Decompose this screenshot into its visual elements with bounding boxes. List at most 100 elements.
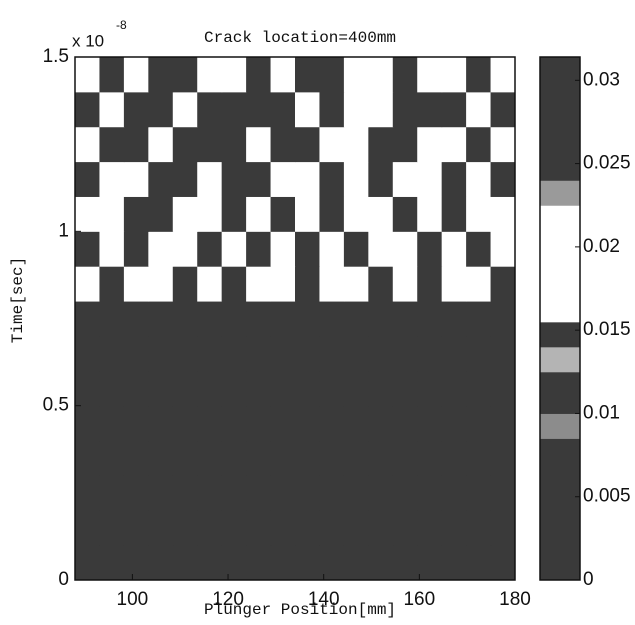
- heatmap-cell: [393, 336, 418, 371]
- heatmap-cell: [197, 371, 222, 406]
- heatmap-cell: [442, 406, 467, 441]
- heatmap-cell: [393, 231, 418, 266]
- heatmap-cell: [124, 266, 149, 301]
- heatmap-cell: [173, 336, 198, 371]
- heatmap-cell: [344, 545, 369, 580]
- heatmap-cell: [246, 371, 271, 406]
- x-tick-label: 100: [117, 589, 149, 610]
- heatmap-cell: [148, 475, 173, 510]
- heatmap-cell: [271, 545, 296, 580]
- heatmap-cell: [466, 92, 491, 127]
- heatmap-cell: [99, 406, 124, 441]
- heatmap-cell: [75, 231, 100, 266]
- heatmap-cell: [442, 336, 467, 371]
- heatmap-cell: [271, 336, 296, 371]
- heatmap-cell: [246, 127, 271, 162]
- heatmap-cell: [271, 162, 296, 197]
- heatmap-cell: [319, 127, 344, 162]
- heatmap-cell: [344, 266, 369, 301]
- heatmap-cell: [99, 441, 124, 476]
- heatmap-cell: [124, 371, 149, 406]
- heatmap-cell: [148, 441, 173, 476]
- heatmap-cell: [271, 475, 296, 510]
- heatmap-cell: [197, 231, 222, 266]
- heatmap-cell: [222, 406, 247, 441]
- heatmap-cell: [75, 406, 100, 441]
- x-tick-label: 160: [403, 589, 435, 610]
- heatmap-cell: [466, 266, 491, 301]
- heatmap-cell: [319, 301, 344, 336]
- heatmap-cell: [99, 371, 124, 406]
- y-offset-exponent: -8: [116, 18, 127, 32]
- heatmap-cell: [173, 510, 198, 545]
- heatmap-cell: [368, 441, 393, 476]
- heatmap-cell: [173, 301, 198, 336]
- heatmap-cell: [271, 57, 296, 92]
- heatmap-cell: [124, 162, 149, 197]
- heatmap-cell: [99, 510, 124, 545]
- heatmap-cell: [246, 441, 271, 476]
- heatmap-cell: [99, 127, 124, 162]
- heatmap-cell: [344, 127, 369, 162]
- heatmap-cell: [319, 336, 344, 371]
- heatmap-cell: [344, 441, 369, 476]
- heatmap-cell: [295, 371, 320, 406]
- heatmap-cell: [148, 162, 173, 197]
- heatmap-cell: [197, 441, 222, 476]
- heatmap-cell: [491, 475, 516, 510]
- colorbar-band: [540, 180, 580, 205]
- heatmap-cell: [466, 545, 491, 580]
- heatmap-cell: [222, 162, 247, 197]
- colorbar-band: [540, 347, 580, 372]
- heatmap-cell: [197, 475, 222, 510]
- heatmap-cell: [148, 510, 173, 545]
- heatmap-cell: [246, 336, 271, 371]
- heatmap-cell: [222, 196, 247, 231]
- heatmap-cell: [344, 231, 369, 266]
- heatmap-cell: [124, 57, 149, 92]
- heatmap-cell: [344, 510, 369, 545]
- heatmap-cell: [393, 545, 418, 580]
- heatmap-cell: [173, 406, 198, 441]
- heatmap-cell: [222, 475, 247, 510]
- heatmap-cell: [417, 336, 442, 371]
- heatmap-cell: [466, 196, 491, 231]
- heatmap-cell: [99, 475, 124, 510]
- heatmap-cell: [393, 127, 418, 162]
- heatmap-cell: [442, 231, 467, 266]
- heatmap-cell: [295, 266, 320, 301]
- heatmap-cell: [442, 92, 467, 127]
- heatmap-cell: [466, 475, 491, 510]
- heatmap-cell: [442, 371, 467, 406]
- heatmap-cell: [344, 371, 369, 406]
- colorbar-tick-label: 0.005: [583, 486, 631, 507]
- heatmap-cell: [417, 475, 442, 510]
- heatmap-cell: [368, 371, 393, 406]
- heatmap-cell: [271, 196, 296, 231]
- heatmap-cell: [393, 371, 418, 406]
- heatmap-cell: [246, 545, 271, 580]
- heatmap-cell: [124, 510, 149, 545]
- heatmap-cell: [368, 301, 393, 336]
- heatmap-cell: [368, 510, 393, 545]
- heatmap-cell: [442, 266, 467, 301]
- heatmap-cell: [417, 266, 442, 301]
- heatmap-cell: [99, 545, 124, 580]
- heatmap-cell: [197, 510, 222, 545]
- heatmap-cell: [368, 57, 393, 92]
- x-tick-label: 180: [499, 589, 531, 610]
- heatmap-cell: [491, 57, 516, 92]
- heatmap-cell: [197, 406, 222, 441]
- heatmap-cell: [368, 475, 393, 510]
- heatmap-cell: [319, 231, 344, 266]
- heatmap-cell: [271, 301, 296, 336]
- heatmap-cell: [368, 266, 393, 301]
- heatmap-cell: [148, 371, 173, 406]
- heatmap-cell: [75, 196, 100, 231]
- heatmap-cell: [295, 475, 320, 510]
- heatmap-cell: [368, 127, 393, 162]
- heatmap-cell: [466, 441, 491, 476]
- heatmap-cell: [295, 301, 320, 336]
- heatmap-cell: [222, 127, 247, 162]
- heatmap-cell: [417, 406, 442, 441]
